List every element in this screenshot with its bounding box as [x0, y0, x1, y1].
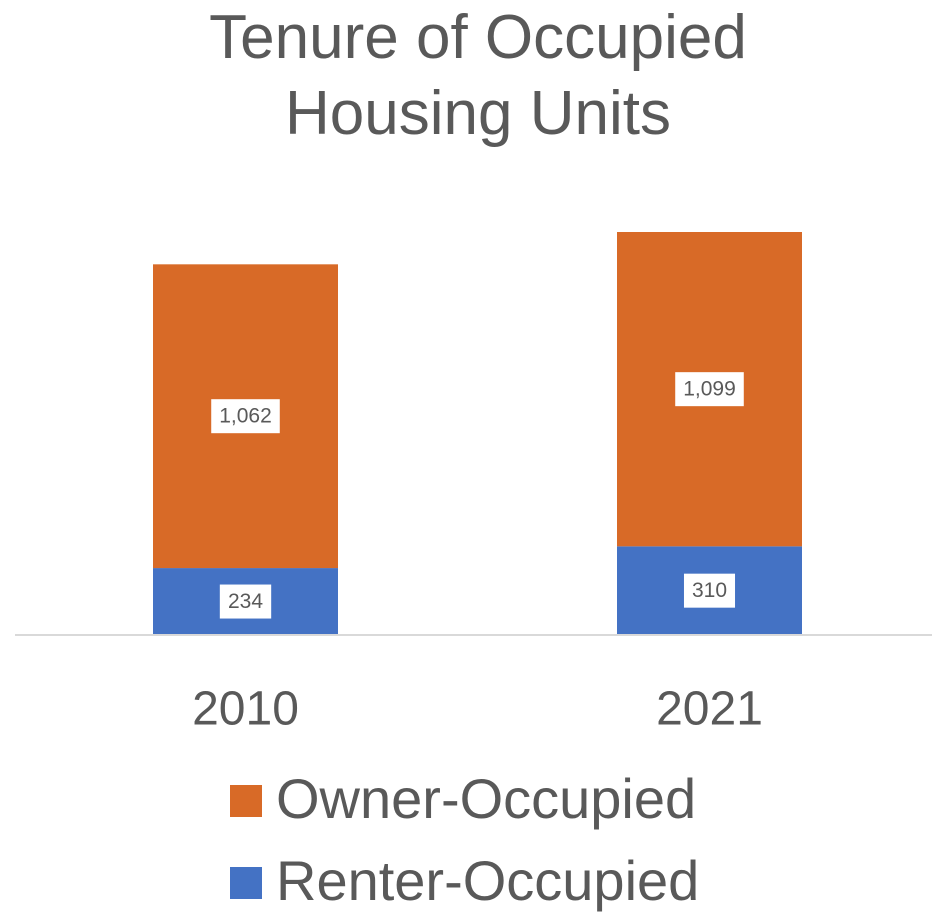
x-tick-label: 2021: [656, 683, 763, 736]
data-label-text: 1,062: [219, 405, 272, 428]
legend-swatch: [230, 867, 262, 899]
data-label-box: [683, 573, 736, 608]
chart-title: Tenure of Occupied Housing Units: [209, 3, 747, 148]
legend-swatch: [230, 785, 262, 817]
data-label: 234: [219, 584, 272, 619]
legend-label: Owner-Occupied: [276, 767, 696, 830]
data-label-box: [675, 372, 744, 407]
legend-label: Renter-Occupied: [276, 849, 699, 912]
data-label-text: 1,099: [683, 378, 736, 401]
data-label: 1,062: [211, 399, 280, 434]
data-label: 1,099: [675, 372, 744, 407]
data-label-box: [211, 399, 280, 434]
data-label-box: [219, 584, 272, 619]
data-label-text: 310: [692, 579, 727, 602]
data-label: 310: [683, 573, 736, 608]
data-label-text: 234: [228, 590, 263, 613]
x-tick-label: 2010: [192, 683, 299, 736]
